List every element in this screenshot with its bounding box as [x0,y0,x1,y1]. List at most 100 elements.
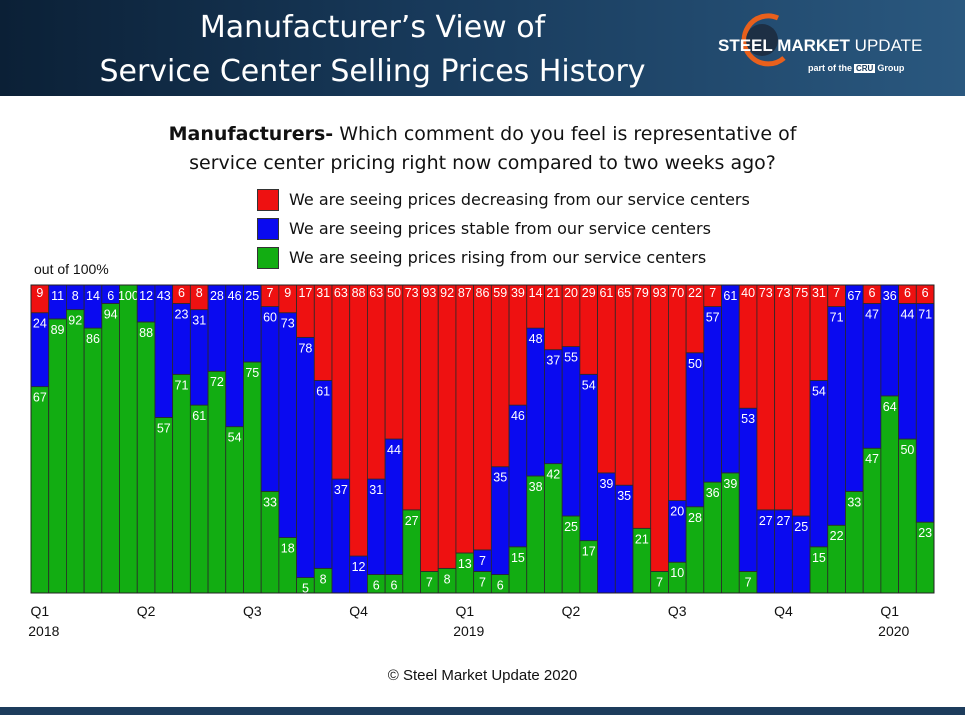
label-stable-0: 24 [33,317,47,331]
label-stable-12: 25 [245,289,259,303]
label-decreasing-34: 79 [635,286,649,300]
x-tick-quarter-4: Q1 [455,603,474,619]
label-stable-37: 50 [688,357,702,371]
label-decreasing-18: 88 [352,286,366,300]
label-rising-23: 8 [444,572,451,586]
bar-rising-10 [207,370,227,594]
label-stable-2: 8 [72,289,79,303]
label-stable-33: 35 [617,489,631,503]
label-rising-11: 54 [228,431,242,445]
logo-text: STEEL MARKET UPDATE [718,36,922,56]
logo-part-of: part of the [808,63,852,73]
label-stable-11: 46 [228,289,242,303]
label-rising-25: 7 [479,575,486,589]
label-rising-46: 33 [847,495,861,509]
label-rising-34: 21 [635,532,649,546]
label-stable-36: 20 [670,505,684,519]
label-decreasing-33: 65 [617,286,631,300]
bar-stable-28 [526,327,545,477]
label-rising-36: 10 [670,566,684,580]
label-stable-30: 55 [564,351,578,365]
label-rising-22: 7 [426,575,433,589]
label-stable-45: 71 [830,311,844,325]
logo-market: MARKET [777,36,850,55]
bar-decreasing-20 [384,284,404,440]
label-stable-25: 7 [479,554,486,568]
legend-swatch-decreasing [257,189,279,211]
bar-rising-29 [544,463,563,594]
label-rising-10: 72 [210,375,224,389]
label-rising-14: 18 [281,542,295,556]
label-stable-6: 12 [139,289,153,303]
label-stable-49: 44 [900,307,914,321]
label-stable-15: 78 [298,341,312,355]
label-stable-31: 54 [582,378,596,392]
bar-decreasing-41 [756,284,776,511]
bar-stable-45 [827,306,846,526]
label-decreasing-9: 8 [196,286,203,300]
survey-question: Manufacturers- Which comment do you feel… [120,120,845,178]
bar-rising-4 [101,303,120,594]
label-rising-47: 47 [865,452,879,466]
bar-stable-39 [721,284,740,474]
label-stable-44: 54 [812,384,826,398]
label-stable-7: 43 [157,289,171,303]
bar-rising-2 [66,309,85,594]
bar-decreasing-19 [367,284,386,480]
plot-frame [30,284,935,594]
label-stable-29: 37 [546,354,560,368]
label-stable-39: 61 [723,289,737,303]
bar-decreasing-26 [490,284,510,468]
label-rising-1: 89 [51,323,65,337]
label-decreasing-35: 93 [653,286,667,300]
label-rising-16: 8 [320,572,327,586]
label-stable-19: 31 [369,483,383,497]
label-rising-49: 50 [900,443,914,457]
bar-rising-1 [48,318,67,594]
label-rising-39: 39 [723,477,737,491]
label-rising-30: 25 [564,520,578,534]
label-stable-3: 14 [86,289,100,303]
bar-rising-11 [225,426,244,594]
label-stable-43: 25 [794,520,808,534]
legend-swatch-rising [257,247,279,269]
bar-stable-44 [809,380,829,548]
label-stable-48: 36 [883,289,897,303]
label-decreasing-23: 92 [440,286,454,300]
label-decreasing-13: 7 [267,286,274,300]
label-stable-42: 27 [777,514,791,528]
x-tick-quarter-0: Q1 [31,603,50,619]
bar-decreasing-23 [437,284,457,569]
label-decreasing-16: 31 [316,286,330,300]
label-decreasing-38: 7 [709,286,716,300]
label-rising-44: 15 [812,551,826,565]
label-stable-27: 46 [511,409,525,423]
label-decreasing-43: 75 [794,286,808,300]
label-rising-9: 61 [192,409,206,423]
label-decreasing-40: 40 [741,286,755,300]
label-stable-50: 71 [918,307,932,321]
label-decreasing-15: 17 [298,286,312,300]
label-decreasing-25: 86 [476,286,490,300]
bar-decreasing-40 [738,284,758,409]
footer-bar [0,707,965,715]
label-decreasing-44: 31 [812,286,826,300]
bar-stable-37 [685,352,705,508]
page-title-line2: Service Center Selling Prices History [99,54,646,89]
label-rising-5: 100 [118,289,139,303]
bar-stable-47 [862,303,882,449]
label-rising-26: 6 [497,579,504,593]
bar-stable-14 [278,312,297,538]
label-decreasing-37: 22 [688,286,702,300]
label-stable-14: 73 [281,317,295,331]
label-rising-13: 33 [263,495,277,509]
label-rising-19: 6 [373,579,380,593]
x-tick-quarter-1: Q2 [137,603,156,619]
label-decreasing-8: 6 [178,286,185,300]
label-decreasing-41: 73 [759,286,773,300]
bar-rising-39 [721,472,740,594]
bar-rising-7 [154,417,174,594]
label-decreasing-45: 7 [833,286,840,300]
label-rising-20: 6 [390,579,397,593]
